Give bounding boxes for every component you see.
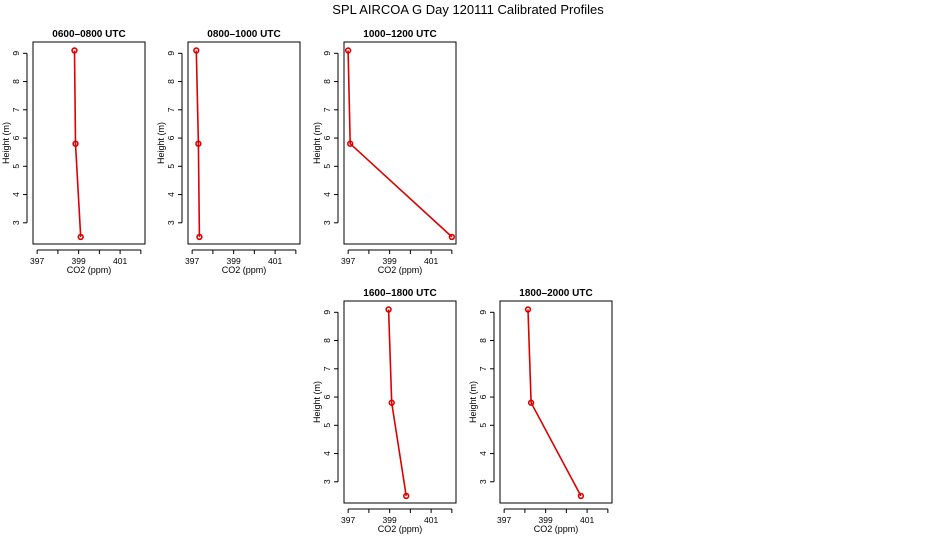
y-tick-label: 8 [322, 79, 332, 84]
panel-title: 1000–1200 UTC [363, 29, 436, 40]
x-tick-label: 401 [424, 256, 438, 266]
y-tick-label: 3 [322, 479, 332, 484]
profile-point [403, 492, 410, 500]
y-axis-label: Height (m) [312, 381, 322, 423]
y-tick-label: 5 [322, 423, 332, 428]
y-tick-label: 8 [166, 79, 176, 84]
x-tick-label: 397 [185, 256, 199, 266]
plot-frame [32, 41, 146, 245]
panel-title: 0600–0800 UTC [52, 29, 125, 40]
x-tick-label: 399 [383, 256, 397, 266]
x-axis-label: CO2 (ppm) [67, 265, 112, 275]
y-tick-label: 8 [478, 338, 488, 343]
profile-point [344, 47, 352, 54]
profile-point [524, 306, 532, 313]
y-tick-label: 4 [478, 451, 488, 456]
y-tick-label: 7 [322, 366, 332, 371]
profile-point [448, 233, 456, 241]
x-tick-label: 401 [424, 515, 438, 525]
x-tick-label: 397 [341, 515, 355, 525]
y-tick-label: 9 [478, 310, 488, 315]
y-tick-label: 6 [322, 135, 332, 140]
y-tick-label: 4 [322, 192, 332, 197]
x-tick-label: 399 [539, 515, 553, 525]
profile-line [195, 50, 201, 237]
x-tick-label: 401 [113, 256, 127, 266]
y-tick-label: 4 [11, 192, 21, 197]
y-axis-label: Height (m) [468, 381, 478, 423]
x-axis-label: CO2 (ppm) [378, 524, 423, 534]
plot-frame [187, 41, 301, 245]
y-tick-label: 7 [11, 107, 21, 112]
profile-line [387, 309, 407, 497]
x-tick-label: 397 [497, 515, 511, 525]
y-tick-label: 6 [478, 394, 488, 399]
y-tick-label: 4 [166, 192, 176, 197]
profile-point [577, 492, 585, 500]
y-tick-label: 9 [322, 310, 332, 315]
profile-point [388, 399, 395, 406]
y-tick-label: 9 [166, 51, 176, 56]
panel-title: 1600–1800 UTC [363, 288, 436, 299]
profile-point [195, 140, 202, 147]
y-tick-label: 5 [11, 164, 21, 169]
x-tick-label: 401 [580, 515, 594, 525]
y-tick-label: 5 [322, 164, 332, 169]
y-tick-label: 6 [322, 394, 332, 399]
panel-title: 0800–1000 UTC [207, 29, 280, 40]
y-tick-label: 6 [166, 135, 176, 140]
y-tick-label: 7 [478, 366, 488, 371]
y-tick-label: 6 [11, 135, 21, 140]
profile-point [77, 233, 84, 241]
x-tick-label: 399 [383, 515, 397, 525]
profile-point [196, 233, 203, 241]
x-axis-label: CO2 (ppm) [534, 524, 579, 534]
x-tick-label: 401 [268, 256, 282, 266]
profile-point [385, 306, 392, 313]
profile-point [71, 47, 78, 54]
plot-frame [343, 300, 457, 504]
y-tick-label: 3 [11, 220, 21, 225]
plot-frame [343, 41, 457, 245]
y-tick-label: 3 [166, 220, 176, 225]
profile-line [527, 309, 582, 497]
y-tick-label: 5 [166, 164, 176, 169]
y-axis-label: Height (m) [156, 122, 166, 164]
x-tick-label: 399 [227, 256, 241, 266]
y-tick-label: 3 [478, 479, 488, 484]
profile-point [72, 140, 79, 147]
figure-title: SPL AIRCOA G Day 120111 Calibrated Profi… [332, 2, 604, 17]
y-axis-label: Height (m) [312, 122, 322, 164]
profile-point [193, 47, 200, 54]
x-tick-label: 397 [30, 256, 44, 266]
y-axis-label: Height (m) [1, 122, 11, 164]
y-tick-label: 7 [166, 107, 176, 112]
panel-title: 1800–2000 UTC [519, 288, 592, 299]
profile-point [347, 140, 354, 147]
x-axis-label: CO2 (ppm) [222, 265, 267, 275]
x-axis-label: CO2 (ppm) [378, 265, 423, 275]
y-tick-label: 7 [322, 107, 332, 112]
plot-frame [499, 300, 613, 504]
x-tick-label: 399 [72, 256, 86, 266]
profile-point [527, 399, 535, 406]
profile-line [347, 50, 453, 238]
x-tick-label: 397 [341, 256, 355, 266]
y-tick-label: 4 [322, 451, 332, 456]
y-tick-label: 9 [322, 51, 332, 56]
profile-line [73, 50, 82, 237]
y-tick-label: 5 [478, 423, 488, 428]
y-tick-label: 8 [11, 79, 21, 84]
y-tick-label: 8 [322, 338, 332, 343]
y-tick-label: 9 [11, 51, 21, 56]
y-tick-label: 3 [322, 220, 332, 225]
